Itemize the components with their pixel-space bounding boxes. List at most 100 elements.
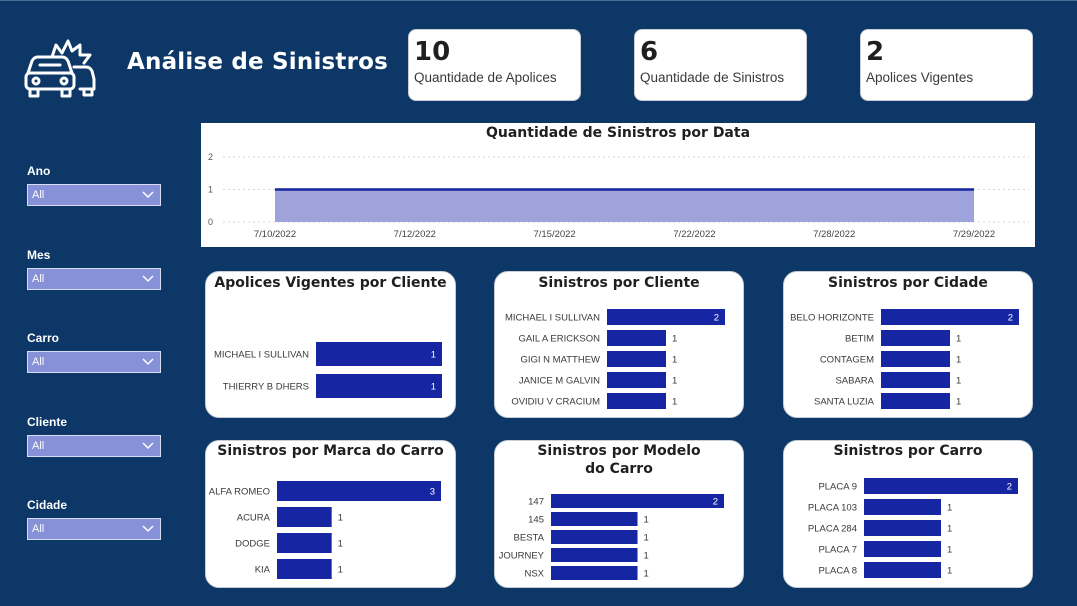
data-label: 1 [338,539,343,550]
bar [277,481,441,501]
bar [881,330,950,346]
data-label: 1 [338,565,343,576]
sinistros-por-carro-chart: Sinistros por Carro PLACA 9 2 PLACA 103 1 PL… [783,440,1033,588]
x-tick-label: 7/15/2022 [533,229,575,240]
bar [277,559,332,579]
bar [881,351,950,367]
chevron-down-icon [142,358,154,366]
category-label: PLACA 103 [808,503,857,514]
bar [607,393,666,409]
chart-title: Sinistros por Cidade [828,275,988,291]
bar [864,478,1018,494]
x-tick-label: 7/28/2022 [813,229,855,240]
category-label: SANTA LUZIA [814,397,875,408]
kpi-value: 10 [414,37,451,67]
data-label: 3 [430,487,435,498]
category-label: KIA [255,565,271,576]
kpi-label: Apolices Vigentes [866,70,974,85]
category-label: PLACA 9 [818,482,857,493]
filter-cliente: Cliente All [27,415,161,457]
category-label: 147 [528,497,544,508]
category-label: BELO HORIZONTE [790,313,874,324]
chart-title: Sinistros por Cliente [538,275,700,291]
x-tick-label: 7/12/2022 [394,229,436,240]
chevron-down-icon [142,191,154,199]
data-label: 1 [672,397,677,408]
bar [551,530,638,544]
category-label: PLACA 7 [818,545,857,556]
area-fill [275,189,974,222]
data-label: 1 [947,566,952,577]
data-label: 1 [947,524,952,535]
data-label: 1 [956,376,961,387]
category-label: JOURNEY [499,551,545,562]
bar [316,374,442,398]
data-label: 2 [1008,313,1013,324]
bar [881,393,950,409]
y-tick-label: 0 [208,217,213,227]
bar-chart: PLACA 9 2 PLACA 103 1 PLACA 284 1 PLACA 7 1 PLAC… [808,478,1018,578]
data-label: 1 [338,513,343,524]
category-label: ALFA ROMEO [209,487,270,498]
bar [881,372,950,388]
data-label: 1 [644,551,649,562]
data-label: 1 [947,503,952,514]
category-label: 145 [528,515,544,526]
cliente-dropdown[interactable]: All [27,435,161,457]
filter-ano: Ano All [27,164,161,206]
kpi-card-apolices: 10 Quantidade de Apolices [408,29,581,101]
bar [607,309,725,325]
category-label: ACURA [237,513,271,524]
y-tick-label: 2 [208,152,213,162]
bar [864,499,941,515]
x-tick-label: 7/10/2022 [254,229,296,240]
cidade-dropdown[interactable]: All [27,518,161,540]
data-label: 1 [672,334,677,345]
bar-chart: MICHAEL I SULLIVAN 2 GAIL A ERICKSON 1 GIGI … [505,309,725,409]
bar [277,507,332,527]
category-label: BETIM [845,334,874,345]
data-label: 1 [431,350,436,361]
filter-carro: Carro All [27,331,161,373]
category-label: MICHAEL I SULLIVAN [505,313,600,324]
filter-label: Ano [27,164,51,178]
data-label: 2 [1007,482,1012,493]
category-label: CONTAGEM [820,355,874,366]
carro-dropdown[interactable]: All [27,351,161,373]
category-label: OVIDIU V CRACIUM [511,397,600,408]
apolices-vigentes-por-cliente-chart: Apolices Vigentes por Cliente MICHAEL I … [205,271,456,418]
car-crash-icon [24,39,96,98]
chevron-down-icon [142,275,154,283]
category-label: SABARA [835,376,874,387]
bar [881,309,1019,325]
category-label: GAIL A ERICKSON [519,334,601,345]
data-label: 2 [713,497,718,508]
bar [607,330,666,346]
category-label: NSX [524,569,544,580]
data-label: 1 [956,334,961,345]
category-label: PLACA 284 [808,524,857,535]
filter-mes: Mes All [27,248,161,290]
chart-title: Sinistros por Carro [833,443,983,459]
ano-dropdown[interactable]: All [27,184,161,206]
filter-cidade: Cidade All [27,498,161,540]
bar [551,566,638,580]
data-label: 1 [672,355,677,366]
bar-chart: BELO HORIZONTE 2 BETIM 1 CONTAGEM 1 SABARA 1 SAN… [790,309,1019,409]
data-label: 1 [644,533,649,544]
mes-dropdown[interactable]: All [27,268,161,290]
chevron-down-icon [142,442,154,450]
chart-title: Quantidade de Sinistros por Data [485,125,751,141]
kpi-card-sinistros: 6 Quantidade de Sinistros [634,29,807,101]
category-label: MICHAEL I SULLIVAN [214,350,309,361]
dropdown-value: All [32,273,45,285]
bar [864,541,941,557]
category-label: PLACA 8 [818,566,857,577]
bar [551,494,724,508]
x-tick-label: 7/22/2022 [673,229,715,240]
bar [607,351,666,367]
chart-title: Apolices Vigentes por Cliente [214,275,447,291]
chevron-down-icon [142,525,154,533]
data-label: 1 [947,545,952,556]
